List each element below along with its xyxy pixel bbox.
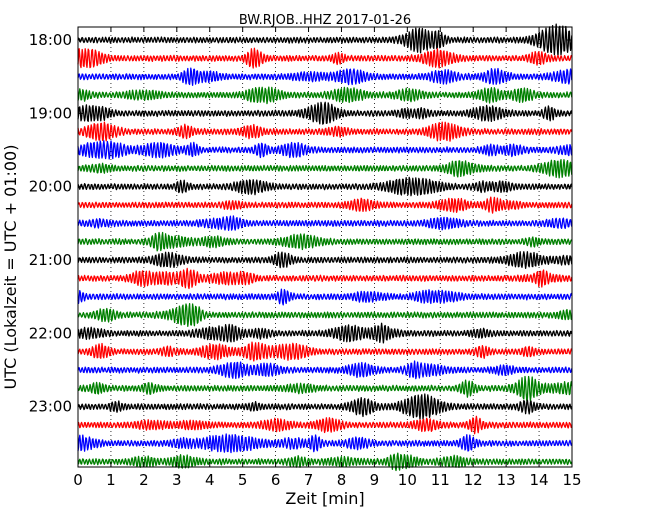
seismic-trace <box>77 23 573 57</box>
x-tick-label: 13 <box>497 471 516 489</box>
seismic-trace <box>77 360 573 380</box>
seismic-trace <box>77 393 572 420</box>
y-tick-label: 23:00 <box>29 398 72 416</box>
y-tick-label: 21:00 <box>29 251 72 269</box>
seismic-trace <box>77 67 573 86</box>
plot-frame <box>77 26 573 468</box>
x-tick-label: 0 <box>73 471 83 489</box>
x-tick-label: 15 <box>562 471 581 489</box>
seismic-trace <box>77 303 573 327</box>
seismic-trace <box>77 433 573 454</box>
y-tick-label: 22:00 <box>29 324 72 342</box>
x-tick-label: 9 <box>370 471 380 489</box>
chart-title: BW.RJOB..HHZ 2017-01-26 <box>239 13 411 28</box>
x-tick-label: 6 <box>271 471 281 489</box>
seismic-trace <box>77 267 573 290</box>
seismic-trace <box>77 375 573 402</box>
seismic-trace <box>77 215 573 231</box>
y-tick-label: 19:00 <box>29 104 72 122</box>
seismic-trace <box>77 415 573 435</box>
y-tick-label: 20:00 <box>29 178 72 196</box>
seismic-trace <box>77 101 573 125</box>
seismic-trace <box>77 86 573 105</box>
seismic-trace <box>77 159 573 179</box>
y-axis-label: UTC (Lokalzeit = UTC + 01:00) <box>1 145 20 390</box>
seismic-trace <box>77 452 573 472</box>
x-tick-label: 3 <box>172 471 182 489</box>
x-tick-label: 1 <box>106 471 116 489</box>
seismic-trace <box>77 322 573 344</box>
seismic-trace <box>77 121 573 142</box>
seismic-trace <box>77 231 572 252</box>
x-tick-label: 8 <box>337 471 347 489</box>
x-tick-label: 2 <box>139 471 149 489</box>
seismic-trace <box>77 251 573 269</box>
x-tick-label: 4 <box>205 471 215 489</box>
traces <box>77 23 573 472</box>
x-tick-label: 5 <box>238 471 248 489</box>
x-tick-label: 7 <box>304 471 314 489</box>
seismic-trace <box>77 288 573 306</box>
x-tick-label: 12 <box>464 471 483 489</box>
x-tick-label: 10 <box>398 471 417 489</box>
seismic-trace <box>77 341 573 362</box>
seismic-trace <box>77 140 573 160</box>
ticks: 0 1 2 3 4 5 6 7 8 9 10 11 12 13 14 1518:0019:0020:0021:… <box>29 27 582 489</box>
x-axis-label: Zeit [min] <box>285 489 364 508</box>
x-tick-label: 11 <box>431 471 450 489</box>
seismic-trace <box>77 47 573 69</box>
y-tick-label: 18:00 <box>29 31 72 49</box>
x-tick-label: 14 <box>530 471 549 489</box>
seismic-trace <box>77 176 573 197</box>
seismic-trace <box>77 196 573 214</box>
